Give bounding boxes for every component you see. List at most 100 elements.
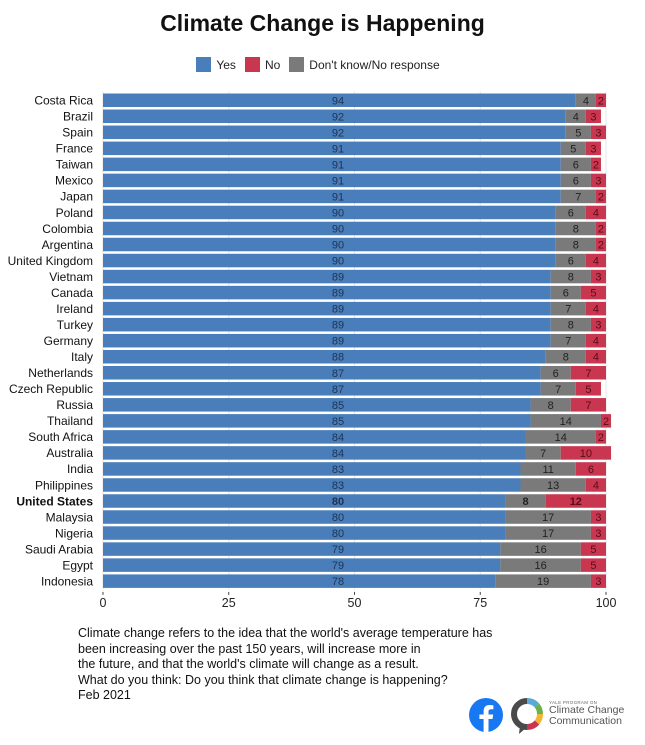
bar-segment-dk: [530, 398, 571, 412]
data-label-dk: 7: [575, 191, 581, 203]
bar-segment-yes: [103, 205, 556, 220]
bar-segment-dk: [525, 446, 561, 460]
bar-segment-yes: [103, 333, 551, 348]
category-label: Argentina: [42, 238, 94, 252]
data-label-no: 10: [580, 448, 592, 460]
bar-segment-dk: [550, 301, 586, 316]
bar-segment-yes: [103, 558, 501, 572]
bar-segment-dk: [550, 317, 591, 332]
data-label-yes: 83: [332, 464, 344, 476]
bar-segment-yes: [103, 237, 556, 252]
legend-swatch-no: [244, 57, 260, 72]
category-label: Vietnam: [49, 270, 93, 284]
bar-segment-yes: [103, 446, 526, 460]
category-label: Poland: [56, 206, 93, 220]
bar-segment-dk: [540, 382, 576, 396]
category-label: Mexico: [55, 174, 93, 188]
question-caption: Climate change refers to the idea that t…: [78, 626, 492, 704]
category-label: Nigeria: [55, 526, 93, 540]
bar-segment-dk: [545, 349, 586, 364]
bar-segment-dk: [565, 125, 591, 140]
data-label-dk: 6: [573, 175, 579, 187]
bar-segment-no: [585, 349, 606, 364]
category-label: South Africa: [28, 430, 93, 444]
bar-segment-yes: [103, 173, 561, 188]
bar-segment-dk: [505, 510, 591, 524]
data-label-dk: 8: [548, 400, 554, 412]
bar-segment-dk: [555, 253, 586, 268]
facebook-logo-icon: [469, 698, 503, 732]
x-tick-label: 0: [100, 596, 107, 610]
data-label-no: 7: [585, 368, 591, 380]
category-label: United States: [16, 494, 93, 508]
bar-segment-no: [595, 221, 606, 236]
bar-segment-no: [595, 430, 606, 444]
bar-segment-no: [545, 494, 606, 508]
ycc-name-line1: Climate Change: [549, 704, 625, 716]
bar-segment-dk: [560, 189, 596, 204]
category-label: Germany: [44, 334, 93, 348]
legend-label-dk: Don't know/No response: [309, 57, 440, 72]
data-label-no: 3: [595, 320, 601, 332]
legend-item-yes: Yes: [196, 57, 236, 72]
bar-segment-dk: [500, 542, 581, 556]
bar-segment-yes: [103, 109, 566, 124]
data-label-no: 4: [593, 304, 599, 316]
caption-line: Climate change refers to the idea that t…: [78, 626, 493, 640]
bar-segment-no: [585, 333, 606, 348]
bar-segment-yes: [103, 157, 561, 172]
bar-segment-no: [585, 253, 606, 268]
data-label-dk: 17: [542, 528, 554, 540]
data-label-yes: 89: [332, 336, 344, 348]
bar-segment-no: [590, 510, 606, 524]
bar-segment-dk: [560, 173, 591, 188]
data-label-dk: 6: [553, 368, 559, 380]
data-label-yes: 91: [332, 191, 344, 203]
bar-segment-no: [585, 141, 601, 156]
data-label-no: 3: [595, 127, 601, 139]
bar-segment-no: [585, 205, 606, 220]
bar-segment-dk: [500, 558, 581, 572]
bar-segment-no: [560, 446, 612, 460]
data-label-yes: 92: [332, 127, 344, 139]
bar-segment-dk: [560, 157, 591, 172]
data-label-dk: 17: [542, 512, 554, 524]
category-label: Japan: [60, 190, 93, 204]
bar-segment-yes: [103, 93, 576, 107]
category-label: Philippines: [35, 478, 93, 492]
data-label-no: 4: [593, 207, 599, 219]
ycc-name-line2: Communication: [549, 715, 622, 727]
data-label-dk: 4: [583, 95, 589, 107]
bar-segment-yes: [103, 366, 541, 380]
legend-label-yes: Yes: [216, 57, 236, 72]
data-label-yes: 91: [332, 159, 344, 171]
data-label-yes: 80: [332, 528, 344, 540]
data-label-yes: 85: [332, 400, 344, 412]
data-label-no: 3: [590, 143, 596, 155]
data-label-dk: 8: [522, 496, 528, 508]
bar-segment-yes: [103, 189, 561, 204]
data-label-dk: 6: [568, 256, 574, 268]
ycc-program-label: YALE PROGRAM ON: [549, 700, 598, 705]
data-label-no: 5: [585, 384, 591, 396]
bar-segment-dk: [550, 333, 586, 348]
bar-segment-dk: [555, 205, 586, 220]
bar-segment-no: [570, 366, 606, 380]
bar-segment-dk: [550, 285, 581, 300]
bar-segment-no: [595, 93, 606, 107]
bar-segment-yes: [103, 349, 546, 364]
bar-segment-no: [580, 558, 606, 572]
data-label-dk: 16: [534, 544, 546, 556]
ycc-logo-icon: [510, 698, 544, 736]
data-label-no: 12: [570, 496, 582, 508]
data-label-yes: 80: [332, 496, 344, 508]
bar-segment-no: [575, 462, 606, 476]
data-label-dk: 7: [565, 336, 571, 348]
data-label-yes: 80: [332, 512, 344, 524]
data-label-no: 2: [598, 432, 604, 444]
data-label-no: 6: [588, 464, 594, 476]
bar-segment-no: [600, 414, 612, 428]
data-label-yes: 89: [332, 288, 344, 300]
category-label: Czech Republic: [9, 382, 93, 396]
